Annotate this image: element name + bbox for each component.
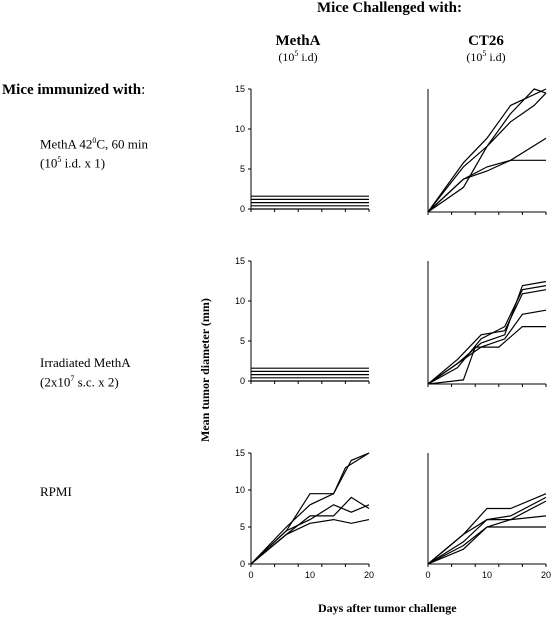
y-tick-label: 10 <box>235 124 245 134</box>
series-line <box>427 159 546 213</box>
y-tick-label: 15 <box>235 84 245 94</box>
series-line <box>427 496 547 565</box>
y-tick-label: 0 <box>240 376 245 386</box>
y-tick-label: 10 <box>235 485 245 495</box>
x-tick-label: 0 <box>425 570 430 580</box>
y-tick-label: 5 <box>240 336 245 346</box>
y-tick-label: 5 <box>240 164 245 174</box>
series-line <box>250 518 370 565</box>
row-header: Mice immunized with: <box>2 82 146 98</box>
y-tick-label: 15 <box>235 448 245 458</box>
series-line <box>427 289 547 385</box>
x-tick-label: 10 <box>482 570 492 580</box>
series-line <box>427 92 547 213</box>
row-label-irradiated-metha: Irradiated MethA (2x107 s.c. x 2) <box>40 355 131 390</box>
x-tick-label: 0 <box>248 570 253 580</box>
y-tick-label: 0 <box>240 559 245 569</box>
x-axis-label: Days after tumor challenge <box>318 601 457 615</box>
column-header-metha: MethA <box>275 33 321 49</box>
row-label-metha-heated: MethA 420C, 60 min (105 i.d. x 1) <box>40 136 149 171</box>
x-tick-label: 20 <box>541 570 551 580</box>
series-line <box>427 526 546 565</box>
series-line <box>427 500 547 565</box>
column-dose-metha: (105 i.d) <box>278 49 318 64</box>
x-tick-label: 10 <box>305 570 315 580</box>
series-line <box>250 496 370 565</box>
series-line <box>427 88 547 213</box>
series-line <box>427 515 547 565</box>
y-tick-label: 10 <box>235 296 245 306</box>
y-tick-label: 15 <box>235 256 245 266</box>
series-line <box>427 137 547 213</box>
series-line <box>427 309 547 385</box>
y-tick-label: 0 <box>240 204 245 214</box>
series-line <box>250 504 370 565</box>
series-line <box>427 326 546 385</box>
figure-title: Mice Challenged with: <box>317 0 462 16</box>
column-header-ct26: CT26 <box>468 33 504 49</box>
series-line <box>427 88 547 213</box>
y-tick-label: 5 <box>240 522 245 532</box>
column-dose-ct26: (105 i.d) <box>466 49 506 64</box>
row-label-rpmi: RPMI <box>40 484 72 499</box>
x-tick-label: 20 <box>364 570 374 580</box>
